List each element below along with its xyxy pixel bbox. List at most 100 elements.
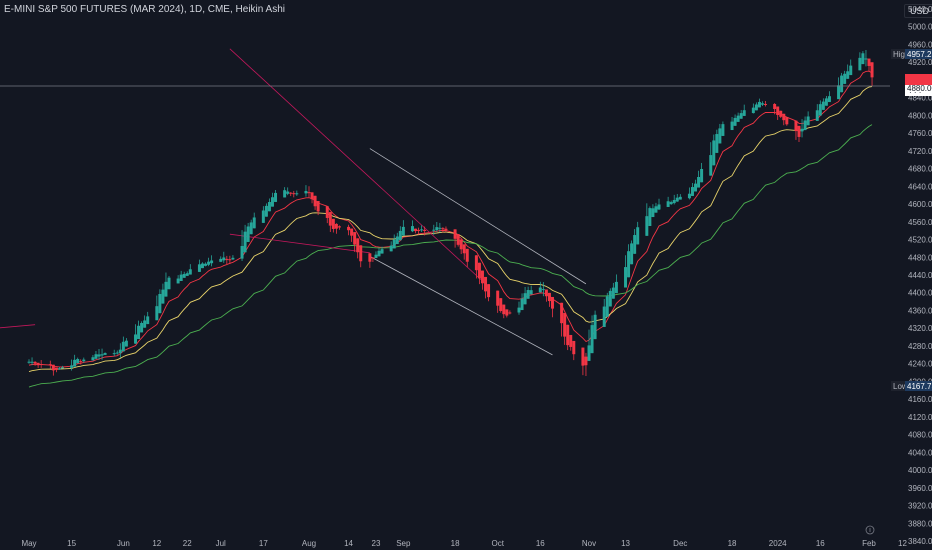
trendline[interactable] [229, 233, 370, 254]
candle [773, 103, 777, 115]
candle [651, 204, 655, 218]
price-tick-label: 5000.00 [908, 23, 932, 32]
price-tick-label: 4080.00 [908, 431, 932, 440]
candle [432, 224, 436, 236]
candle [508, 310, 512, 315]
moving-averages [28, 70, 873, 388]
candle [414, 228, 418, 234]
candle [420, 225, 424, 232]
candle [210, 255, 214, 267]
candle [337, 225, 341, 230]
candle [331, 218, 335, 233]
candle [779, 110, 783, 118]
candle [867, 58, 871, 72]
price-tick-label: 4320.00 [908, 324, 932, 333]
candle [864, 49, 868, 67]
ema-mid-line [28, 86, 873, 373]
price-tick-label: 4240.00 [908, 360, 932, 369]
candle [70, 359, 74, 371]
time-axis[interactable]: May 15 Jun 12 22 Jul 17 Aug 14 23 Sep 18 Oct 16 Nov 13 D… [21, 539, 907, 548]
candle [480, 270, 484, 290]
candle [100, 348, 104, 360]
time-tick-label: May [21, 539, 36, 548]
candle [292, 190, 296, 198]
ema-slow-line [28, 124, 873, 388]
low-label: Low [893, 382, 908, 391]
trendline[interactable] [369, 256, 553, 356]
candle [669, 200, 673, 205]
candle [541, 282, 545, 297]
candle [517, 301, 521, 315]
symbol-title[interactable]: E-MINI S&P 500 FUTURES (MAR 2024), 1D, C… [4, 4, 286, 15]
candle [57, 366, 61, 370]
candle [843, 70, 847, 84]
candle [690, 183, 694, 196]
time-tick-label: 2024 [769, 539, 787, 548]
candle [757, 98, 761, 108]
price-tick-label: 4960.00 [908, 40, 932, 49]
candle [240, 230, 244, 262]
price-tick-label: 4600.00 [908, 200, 932, 209]
candle [76, 357, 80, 364]
candle [350, 228, 354, 242]
candle [818, 100, 822, 116]
candle [377, 248, 381, 257]
candle [328, 212, 332, 232]
candle [225, 255, 229, 265]
candle [633, 229, 637, 254]
candle [803, 116, 807, 131]
trendline[interactable] [229, 48, 486, 285]
candle [782, 113, 786, 126]
candle [715, 129, 719, 153]
high-value: 4957.25 [907, 50, 932, 59]
candle [179, 270, 183, 282]
candle [563, 312, 567, 345]
candle [410, 220, 414, 233]
price-tick-label: 4520.00 [908, 236, 932, 245]
candle [678, 194, 682, 200]
candle [30, 357, 34, 366]
trendline[interactable] [369, 148, 587, 285]
candle [261, 206, 265, 223]
price-tick-label: 4440.00 [908, 271, 932, 280]
candle [648, 206, 652, 227]
currency-button[interactable]: USD [904, 4, 932, 18]
candle [587, 329, 591, 362]
candle [611, 282, 615, 299]
candle [602, 299, 606, 327]
candle [837, 77, 841, 100]
candle [134, 324, 138, 344]
time-tick-label: Feb [862, 539, 876, 548]
candle [143, 315, 147, 328]
candle [97, 348, 101, 361]
candle [137, 320, 141, 340]
trendline[interactable] [0, 324, 36, 329]
candle [694, 179, 698, 192]
candle [243, 224, 247, 253]
candle [502, 304, 506, 319]
candle [709, 142, 713, 176]
event-icon[interactable] [865, 525, 875, 535]
candle [438, 222, 442, 233]
candle [39, 360, 43, 368]
candle [624, 255, 628, 288]
candle [614, 274, 618, 294]
candle [800, 119, 804, 138]
current-price-tag: 4880.00 · · · [905, 74, 932, 97]
candle [824, 96, 828, 106]
candle [462, 244, 466, 260]
candle [188, 264, 192, 275]
candle [27, 359, 31, 364]
candle [91, 354, 95, 361]
price-tick-label: 4480.00 [908, 253, 932, 262]
candle [636, 221, 640, 245]
candle [459, 239, 463, 255]
candle [827, 91, 831, 103]
candle [79, 359, 83, 365]
candle [380, 246, 384, 254]
candle [158, 289, 162, 314]
candle [754, 102, 758, 111]
candle [395, 232, 399, 245]
